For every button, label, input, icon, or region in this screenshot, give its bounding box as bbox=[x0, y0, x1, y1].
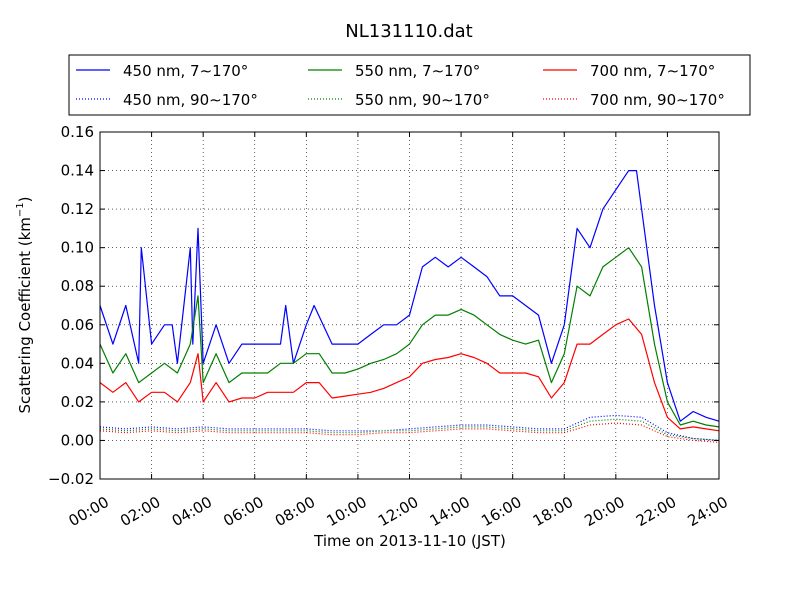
legend-label: 550 nm, 90∼170° bbox=[355, 91, 490, 109]
y-tick-label: 0.04 bbox=[61, 354, 94, 372]
x-axis-label: Time on 2013-11-10 (JST) bbox=[313, 532, 506, 550]
legend-label: 700 nm, 90∼170° bbox=[590, 91, 725, 109]
x-tick-label: 16:00 bbox=[478, 493, 524, 530]
y-tick-label: 0.00 bbox=[61, 431, 94, 449]
series-layer bbox=[99, 170, 720, 443]
chart-title: NL131110.dat bbox=[345, 21, 472, 42]
x-tick-label: 06:00 bbox=[220, 493, 266, 530]
x-tick-label: 02:00 bbox=[117, 493, 163, 530]
x-tick-label: 20:00 bbox=[581, 493, 627, 530]
y-axis-label: Scattering Coefficient (km−1) bbox=[15, 196, 34, 413]
legend: 450 nm, 7∼170° 550 nm, 7∼170° 700 nm, 7∼17… bbox=[68, 54, 751, 116]
legend-label: 450 nm, 90∼170° bbox=[123, 91, 258, 109]
series-line bbox=[99, 418, 720, 441]
plot-area: 00:00 02:00 04:00 06:00 08:00 10:00 12:00 14:00… bbox=[48, 123, 731, 530]
x-tick-label: 12:00 bbox=[375, 493, 421, 530]
y-axis-label-sup: −1 bbox=[15, 202, 26, 217]
x-tick-label: 24:00 bbox=[685, 493, 731, 530]
series-line bbox=[99, 247, 720, 428]
x-tick-label: 18:00 bbox=[530, 493, 576, 530]
x-tick-label: 08:00 bbox=[272, 493, 318, 530]
y-tick-label: 0.10 bbox=[61, 239, 94, 257]
series-line bbox=[99, 414, 720, 441]
legend-label: 450 nm, 7∼170° bbox=[123, 62, 248, 80]
x-tick-label: 22:00 bbox=[633, 493, 679, 530]
y-axis-label-main: Scattering Coefficient (km bbox=[16, 217, 34, 413]
x-tick-label: 04:00 bbox=[169, 493, 215, 530]
series-line bbox=[99, 318, 720, 432]
x-tick-label: 10:00 bbox=[323, 493, 369, 530]
y-tick-label: 0.02 bbox=[61, 393, 94, 411]
series-line bbox=[99, 170, 720, 422]
x-tick-label: 00:00 bbox=[66, 493, 112, 530]
legend-box bbox=[68, 54, 751, 116]
y-tick-label: 0.12 bbox=[61, 200, 94, 218]
legend-label: 550 nm, 7∼170° bbox=[355, 62, 480, 80]
y-tick-label: 0.16 bbox=[61, 123, 94, 141]
y-tick-label: −0.02 bbox=[48, 470, 94, 488]
y-axis-label-close: ) bbox=[16, 196, 34, 202]
legend-label: 700 nm, 7∼170° bbox=[590, 62, 715, 80]
y-tick-label: 0.14 bbox=[61, 162, 94, 180]
y-tick-label: 0.08 bbox=[61, 277, 94, 295]
x-tick-label: 14:00 bbox=[427, 493, 473, 530]
y-tick-label: 0.06 bbox=[61, 316, 94, 334]
